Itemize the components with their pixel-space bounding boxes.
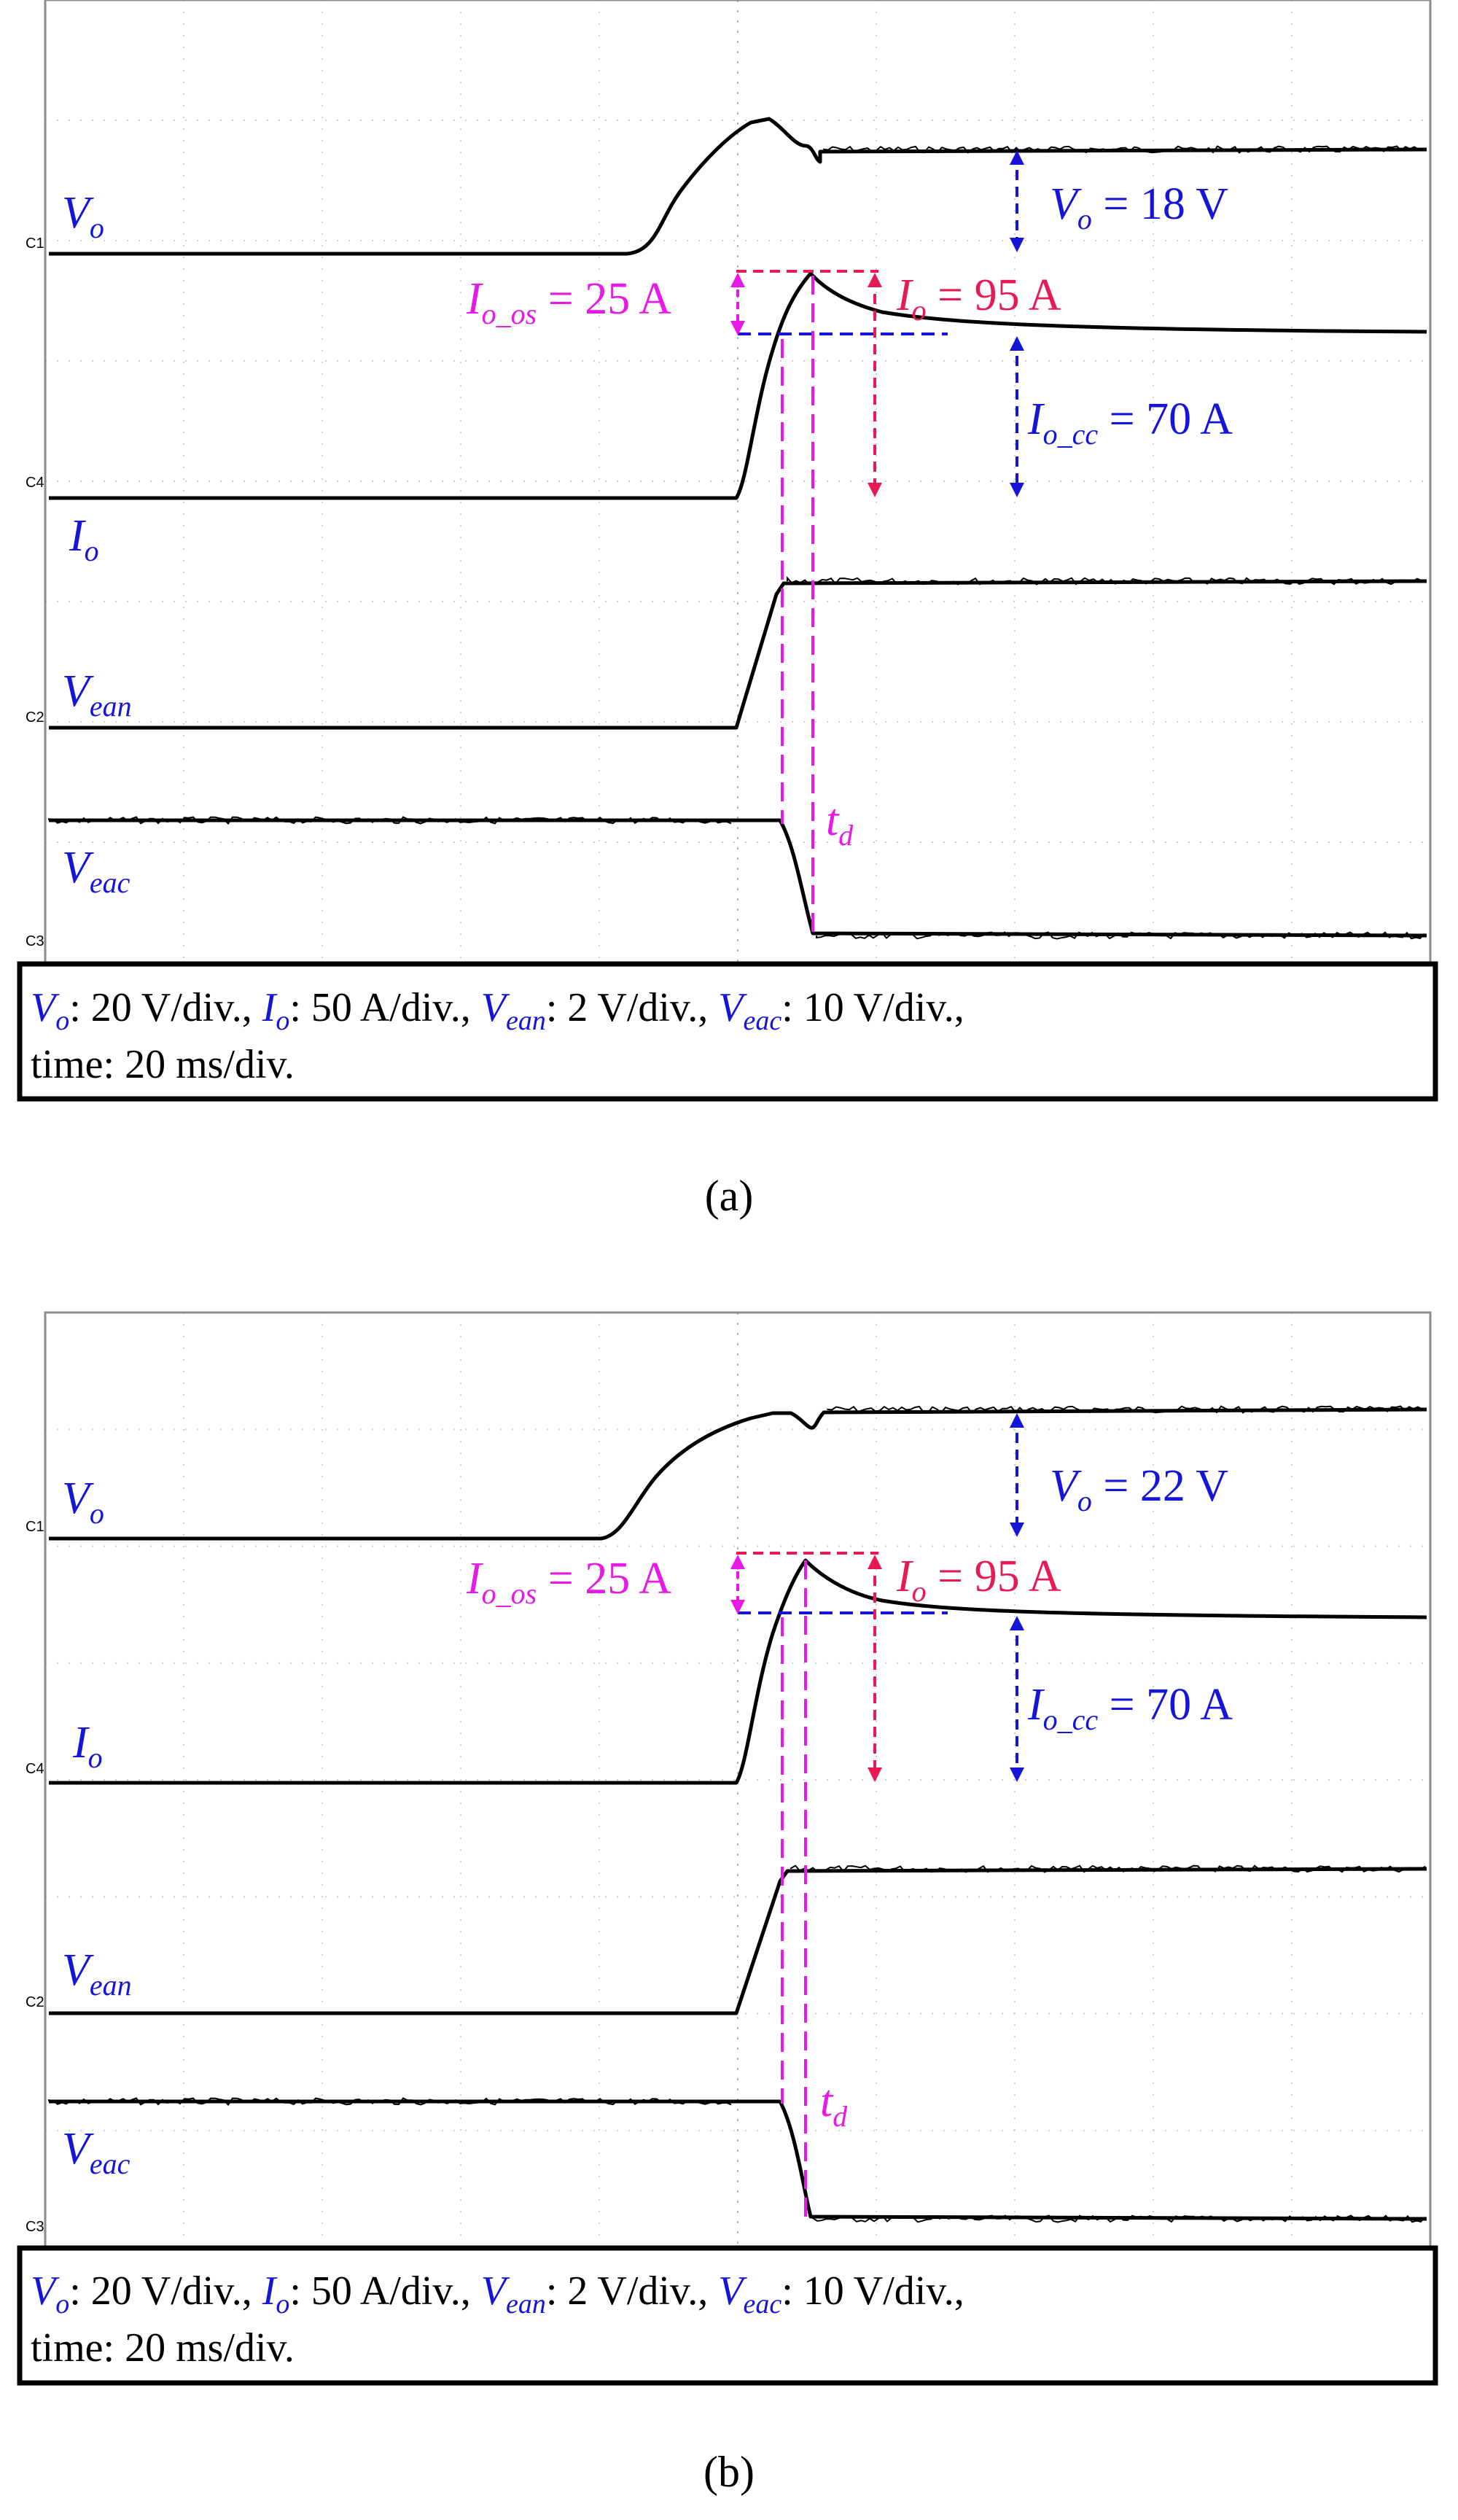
- panel-b-io-cc-text: Io_cc = 70 A: [1027, 1680, 1233, 1736]
- panel-a-io-peak-text: Io = 95 A: [896, 271, 1061, 327]
- panel-b-vean-label: Vean: [62, 1945, 132, 2002]
- panel-b-channel-c4: C4: [26, 1761, 44, 1777]
- panel-b-io-cc-arrow: [1010, 1616, 1024, 1782]
- panel-b-noise-path: [48, 2097, 732, 2107]
- panel-a-noise-path: [787, 575, 1422, 586]
- panel-a-vean-label: Vean: [62, 666, 132, 723]
- panel-a-legend-line-1: Vo: 20 V/div., Io: 50 A/div., Vean: 2 V/…: [31, 985, 964, 1036]
- panel-b-io-trace: [49, 1558, 1427, 1785]
- panel-a-channel-c2: C2: [26, 709, 44, 726]
- panel-a-veac-label: Veac: [62, 843, 130, 899]
- panel-b-vo-step-arrow: [1010, 1413, 1024, 1537]
- panel-b-td-label: td: [820, 2077, 848, 2133]
- panel-a-vo-step-arrow: [1010, 150, 1024, 252]
- panel-b-vean-trace: [49, 1867, 1427, 2015]
- panel-a-noise-path: [48, 816, 732, 825]
- panel-b-legend-line-1: Vo: 20 V/div., Io: 50 A/div., Vean: 2 V/…: [31, 2268, 964, 2319]
- panel-b-caption: (b): [703, 2448, 755, 2496]
- panel-a-caption: (a): [705, 1172, 754, 1220]
- panel-a-td-label: td: [826, 796, 854, 852]
- panel-a-grid: [45, 0, 1430, 962]
- panel-b-noise-path: [827, 1405, 1423, 1414]
- panel-b-io-peak-text: Io = 95 A: [896, 1552, 1061, 1608]
- panel-b: C1 C4 C2 C3: [17, 1311, 1438, 2496]
- panel-b-noise-path: [790, 1864, 1426, 1873]
- panel-a-io-trace: [49, 271, 1427, 500]
- panel-b-io-peak-arrow: [868, 1555, 882, 1782]
- panel-a-noise-path: [816, 931, 1425, 940]
- panel-b-vo-step-text: Vo = 22 V: [1050, 1461, 1228, 1517]
- panel-b-grid: [45, 1312, 1430, 2247]
- panel-a-trace-noise: [48, 145, 1425, 940]
- panel-b-channel-c3: C3: [26, 2219, 44, 2235]
- panel-b-legend-box: [17, 2245, 1438, 2386]
- panel-b-legend-line-2: time: 20 ms/div.: [31, 2325, 295, 2371]
- panel-b-io-os-text: Io_os = 25 A: [466, 1554, 671, 1610]
- panel-b-veac-trace: [49, 2099, 1427, 2221]
- panel-b-trace-noise: [48, 1405, 1426, 2223]
- panel-a-veac-trace: [49, 818, 1427, 938]
- panel-b-io-os-arrow: [730, 1555, 745, 1614]
- panel-a-legend-line-2: time: 20 ms/div.: [31, 1042, 295, 1087]
- panel-b-channel-c1: C1: [26, 1519, 44, 1535]
- panel-a-io-os-arrow: [730, 273, 745, 335]
- panel-a-channel-c1: C1: [26, 236, 44, 252]
- panel-b-veac-label: Veac: [62, 2124, 130, 2180]
- panel-a-legend-box: [17, 961, 1438, 1102]
- panel-b-vo-label: Vo: [62, 1474, 104, 1530]
- panel-a-io-os-text: Io_os = 25 A: [466, 274, 671, 330]
- panel-a-channel-c3: C3: [26, 933, 44, 949]
- panel-a-vo-trace: [49, 117, 1427, 256]
- panel-a: C1 C4 C2 C3: [17, 0, 1438, 1220]
- panel-b-channel-c2: C2: [26, 1994, 44, 2010]
- panel-b-vo-trace: [49, 1407, 1427, 1541]
- panel-a-vo-label: Vo: [62, 188, 104, 244]
- panel-a-noise-path: [823, 145, 1424, 154]
- panel-a-io-label: Io: [69, 511, 99, 567]
- panel-a-vo-step-text: Vo = 18 V: [1050, 179, 1228, 236]
- panel-a-io-cc-arrow: [1010, 336, 1024, 497]
- panel-b-io-label: Io: [72, 1718, 103, 1774]
- panel-a-channel-c4: C4: [26, 475, 44, 491]
- panel-a-io-cc-text: Io_cc = 70 A: [1027, 394, 1233, 451]
- panel-a-io-peak-arrow: [868, 273, 882, 497]
- panel-b-noise-path: [812, 2214, 1426, 2223]
